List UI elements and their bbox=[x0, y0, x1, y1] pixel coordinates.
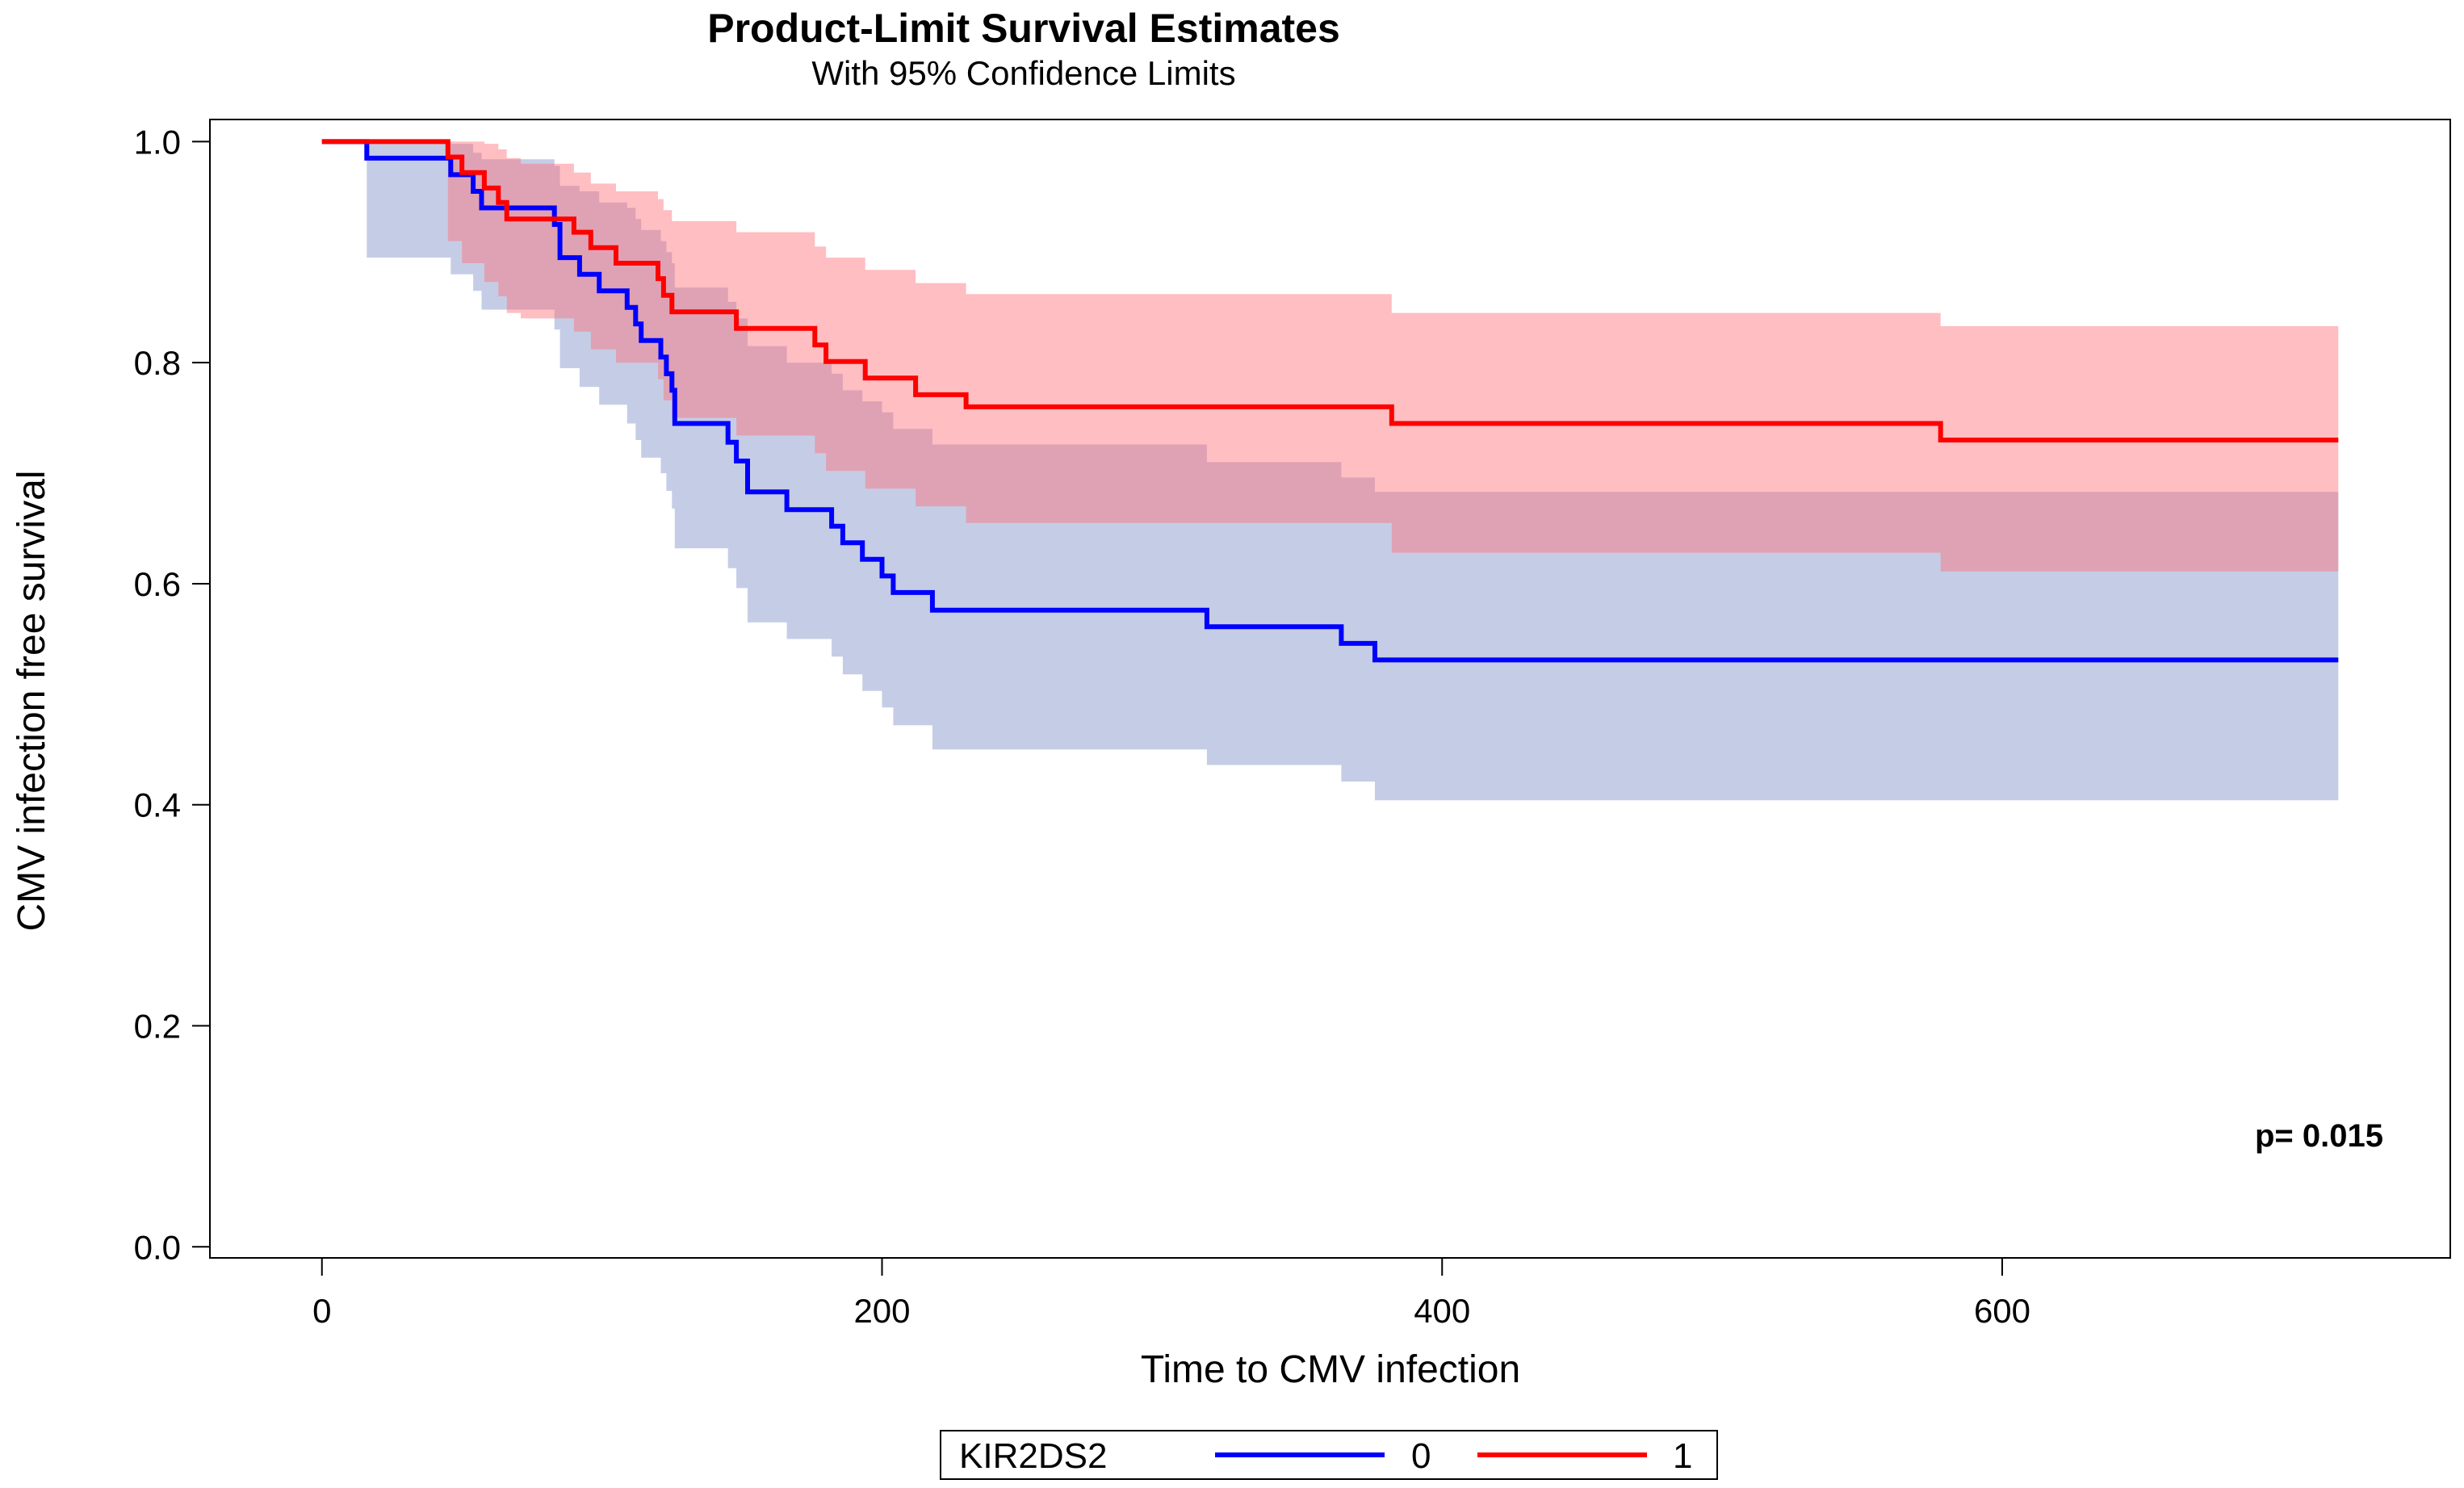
y-tick-label: 0.8 bbox=[134, 344, 181, 382]
x-tick-label: 400 bbox=[1414, 1292, 1470, 1330]
y-tick-label: 0.6 bbox=[134, 565, 181, 603]
legend-title: KIR2DS2 bbox=[959, 1436, 1107, 1476]
y-tick-label: 0.0 bbox=[134, 1228, 181, 1266]
x-axis-label: Time to CMV infection bbox=[1141, 1348, 1520, 1391]
survival-line-0 bbox=[321, 139, 2339, 663]
legend-label-1: 1 bbox=[1673, 1436, 1692, 1476]
y-tick-label: 1.0 bbox=[134, 123, 181, 161]
confidence-band-0 bbox=[321, 141, 2339, 801]
chart-subtitle: With 95% Confidence Limits bbox=[811, 54, 1235, 92]
plot-frame bbox=[209, 119, 2451, 1259]
legend-label-0: 0 bbox=[1411, 1436, 1431, 1476]
survival-line-1 bbox=[321, 139, 2339, 442]
y-axis-label: CMV infection free survival bbox=[10, 471, 53, 932]
chart-title: Product-Limit Survival Estimates bbox=[707, 6, 1340, 51]
legend: KIR2DS2 0 1 bbox=[940, 1430, 1718, 1480]
y-tick-label: 0.2 bbox=[134, 1008, 181, 1046]
x-tick-label: 0 bbox=[312, 1292, 331, 1330]
confidence-band-1 bbox=[321, 141, 2339, 572]
x-tick-label: 200 bbox=[853, 1292, 910, 1330]
plot-area bbox=[321, 139, 2339, 801]
y-tick-label: 0.4 bbox=[134, 786, 181, 824]
axes: 0.0 0.2 0.4 0.6 0.8 1.0 0 200 400 600 bbox=[134, 123, 2030, 1330]
p-value-annotation: p= 0.015 bbox=[2255, 1118, 2383, 1154]
x-tick-label: 600 bbox=[1974, 1292, 2030, 1330]
